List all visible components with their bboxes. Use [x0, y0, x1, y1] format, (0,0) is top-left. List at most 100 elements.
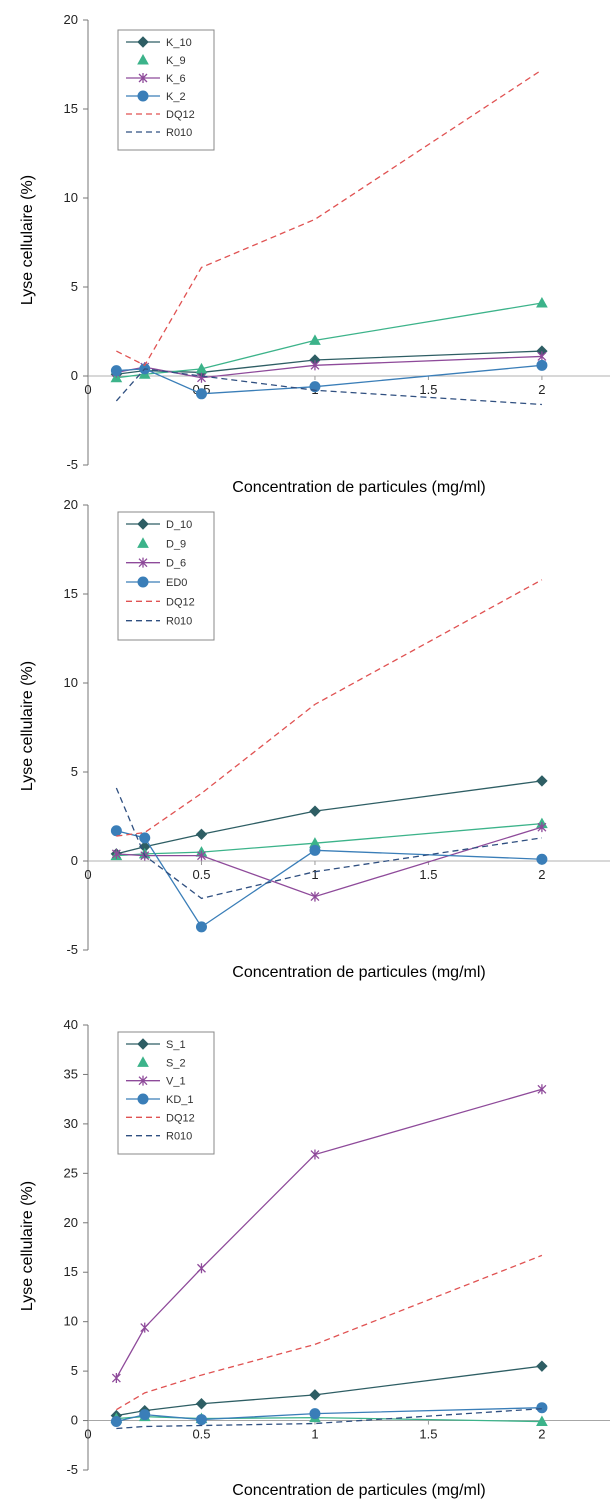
legend-label: D_10 — [166, 519, 192, 531]
series-line — [116, 302, 543, 379]
x-tick-label: 1.5 — [419, 1427, 437, 1442]
series-line — [116, 69, 543, 367]
x-tick-label: 1 — [311, 867, 318, 882]
series-line — [116, 1408, 542, 1430]
legend-marker — [137, 1093, 149, 1105]
series-line — [116, 1254, 543, 1411]
series-ED0 — [110, 825, 548, 933]
x-axis-title: Concentration de particules (mg/ml) — [232, 964, 485, 981]
data-point — [536, 1360, 548, 1372]
y-tick-label: 30 — [64, 1116, 78, 1131]
legend-label: R010 — [166, 127, 192, 139]
legend-marker — [137, 518, 149, 530]
legend-label: V_1 — [166, 1076, 186, 1088]
series-line — [116, 1365, 542, 1417]
y-tick-label: -5 — [66, 1462, 78, 1477]
y-tick-label: 15 — [64, 1264, 78, 1279]
x-tick-label: 2 — [538, 1427, 545, 1442]
y-axis-title: Lyse cellulaire (%) — [19, 661, 36, 791]
legend: S_1 S_2 V_1 KD_1 DQ12 R010 — [117, 1031, 215, 1155]
chart-3: -5 0 5 10 15 20 25 30 35 40 0 0.5 1 1.5 2 Lyse cellulai… — [19, 1017, 610, 1499]
data-point — [537, 822, 547, 833]
legend-label: D_6 — [166, 558, 186, 570]
legend-label: K_9 — [166, 55, 186, 67]
data-point — [195, 388, 207, 400]
legend-label: K_10 — [166, 37, 192, 49]
legend-label: DQ12 — [166, 1112, 195, 1124]
y-tick-label: 5 — [71, 279, 78, 294]
series-K_10 — [110, 345, 548, 380]
data-point — [309, 1389, 321, 1401]
series-line — [116, 780, 542, 855]
y-tick-label: 15 — [64, 101, 78, 116]
legend: D_10 D_9 D_6 ED0 DQ12 R010 — [117, 511, 215, 641]
x-tick-label: 1 — [311, 1427, 318, 1442]
chart-2: -5 0 5 10 15 20 0 0.5 1 1.5 2 Lyse cellulaire (%) Co… — [19, 497, 610, 981]
series-R010 — [115, 368, 542, 406]
series-V_1 — [111, 1084, 547, 1384]
series-S_1 — [110, 1360, 548, 1422]
series-R010 — [115, 787, 543, 900]
data-point — [309, 334, 321, 345]
data-point — [536, 296, 548, 308]
series-DQ12 — [116, 1254, 543, 1411]
y-tick-label: 20 — [64, 497, 78, 512]
series-K_6 — [111, 351, 547, 383]
data-point — [310, 1149, 320, 1160]
y-tick-label: 10 — [64, 190, 78, 205]
data-point — [537, 1084, 547, 1095]
data-point — [310, 891, 320, 902]
x-tick-label: 0.5 — [192, 867, 210, 882]
legend: K_10 K_9 K_6 K_2 DQ12 R010 — [117, 29, 215, 151]
series-line — [116, 830, 542, 928]
data-point — [197, 850, 206, 861]
y-tick-label: 15 — [64, 586, 78, 601]
data-point — [110, 825, 122, 837]
series-R010 — [116, 1408, 542, 1430]
y-tick-label: 5 — [71, 764, 78, 779]
legend-box — [117, 511, 215, 641]
y-tick-label: 35 — [64, 1066, 78, 1081]
data-point — [309, 844, 321, 856]
x-tick-label: 0.5 — [192, 1427, 210, 1442]
data-point — [536, 359, 548, 371]
series-K_2 — [110, 359, 548, 400]
legend-label: S_2 — [166, 1057, 186, 1069]
y-tick-label: 0 — [71, 1413, 78, 1428]
series-line — [115, 368, 542, 406]
legend-label: K_2 — [166, 91, 186, 103]
series-KD_1 — [110, 1402, 548, 1428]
legend-label: KD_1 — [166, 1094, 194, 1106]
legend-marker — [137, 53, 149, 65]
y-tick-label: 25 — [64, 1165, 78, 1180]
x-tick-label: 1.5 — [419, 867, 437, 882]
legend-label: ED0 — [166, 577, 187, 589]
x-tick-label: 1.5 — [419, 382, 437, 397]
data-point — [139, 1409, 151, 1421]
y-tick-label: 0 — [71, 853, 78, 868]
data-point — [139, 832, 151, 844]
legend-marker — [138, 73, 148, 83]
legend-marker — [137, 36, 149, 48]
legend-label: DQ12 — [166, 109, 195, 121]
data-point — [195, 828, 208, 841]
series-line — [116, 364, 542, 395]
data-point — [195, 1398, 208, 1410]
data-point — [195, 1414, 207, 1426]
legend-marker — [137, 537, 149, 548]
legend-marker — [137, 1038, 149, 1050]
legend-marker — [137, 1056, 149, 1067]
legend-box — [117, 29, 215, 151]
data-point — [197, 372, 206, 383]
data-point — [309, 805, 321, 817]
data-point — [140, 1322, 150, 1333]
data-point — [111, 848, 121, 859]
legend-marker — [137, 576, 149, 588]
y-tick-label: 20 — [64, 1215, 78, 1230]
y-axis-title: Lyse cellulaire (%) — [19, 1181, 36, 1311]
series-line — [116, 1407, 542, 1423]
y-axis-title: Lyse cellulaire (%) — [19, 175, 36, 305]
data-point — [536, 1415, 548, 1427]
x-tick-label: 2 — [538, 382, 545, 397]
